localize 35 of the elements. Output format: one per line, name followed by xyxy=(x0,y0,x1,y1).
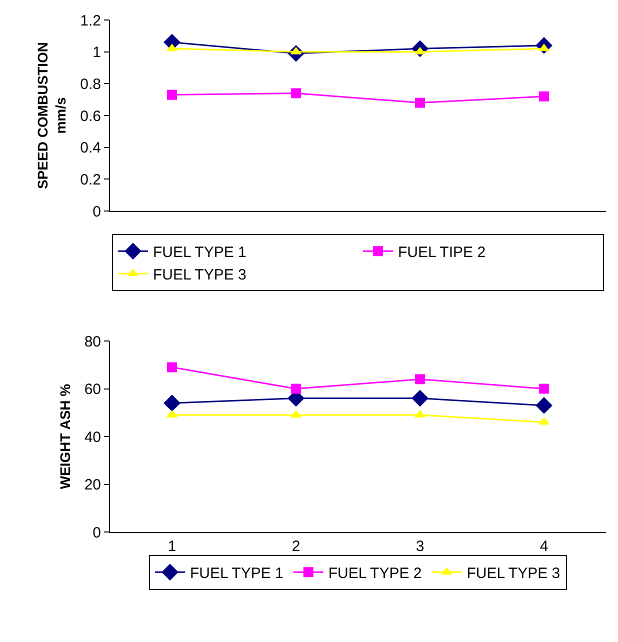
y-axis-title: WEIGHT ASH % xyxy=(56,383,73,490)
y-tick-label: 0 xyxy=(92,203,101,220)
point xyxy=(412,390,428,407)
point xyxy=(291,384,301,394)
point xyxy=(167,90,177,100)
y-tick-label: 40 xyxy=(84,428,101,446)
point xyxy=(539,384,549,394)
point xyxy=(536,397,552,414)
point xyxy=(167,362,177,372)
y-axis-title: SPEED COMBUSTION mm/s xyxy=(34,42,69,190)
point xyxy=(291,88,301,98)
y-tick-label: 0.2 xyxy=(80,171,101,188)
legend-label: FUEL TYPE 2 xyxy=(328,565,422,582)
point xyxy=(415,374,425,384)
point xyxy=(415,98,425,108)
y-tick-label: 60 xyxy=(84,381,101,398)
y-tick-label: 1.2 xyxy=(80,12,101,30)
x-tick-label: 2 xyxy=(292,538,300,555)
legend-label: FUEL TYPE 1 xyxy=(190,565,284,582)
y-tick-label: 0.8 xyxy=(80,76,101,93)
legend-label: FUEL TYPE 3 xyxy=(466,565,560,582)
y-tick-label: 20 xyxy=(84,476,101,494)
x-tick-label: 3 xyxy=(416,538,424,555)
legend-label: FUEL TYPE 1 xyxy=(153,244,246,262)
y-tick-label: 80 xyxy=(84,333,101,350)
y-tick-label: 1 xyxy=(92,44,101,62)
y-tick-label: 0 xyxy=(92,524,101,542)
x-tick-label: 1 xyxy=(168,538,176,555)
y-tick-label: 0.6 xyxy=(80,108,101,125)
y-tick-label: 0.4 xyxy=(80,140,101,157)
point xyxy=(164,394,180,412)
point xyxy=(539,91,549,102)
x-tick-label: 4 xyxy=(540,538,548,555)
legend-label: FUEL TYPE 3 xyxy=(153,266,246,284)
legend-label: FUEL TIPE 2 xyxy=(398,244,486,262)
